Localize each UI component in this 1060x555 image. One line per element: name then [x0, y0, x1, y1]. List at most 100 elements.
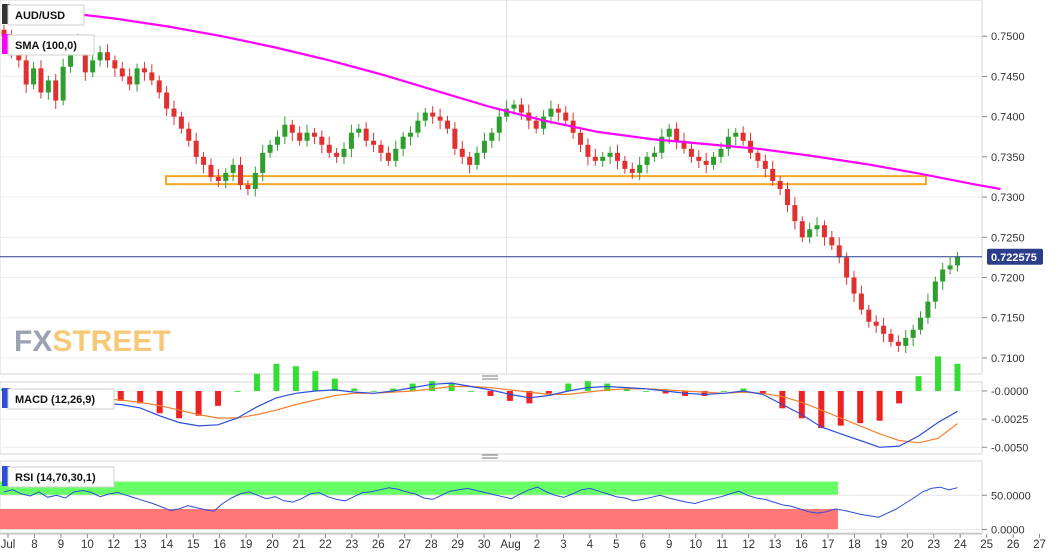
candle-body: [297, 132, 303, 141]
panel-resize-handle-1[interactable]: [482, 375, 498, 380]
x-tick-label: 28: [425, 539, 438, 551]
macd-histogram-bar: [837, 391, 844, 426]
x-tick-label: 27: [398, 539, 411, 551]
macd-histogram-bar: [896, 391, 903, 404]
candle: [326, 136, 332, 158]
macd-histogram-bar: [370, 391, 377, 392]
candle-body: [600, 156, 606, 161]
x-tick-label: 15: [187, 539, 200, 551]
support-zone-rectangle: [165, 175, 927, 186]
macd-histogram-bar: [253, 373, 260, 391]
candle: [371, 132, 377, 153]
panel-resize-handle-2[interactable]: [482, 454, 498, 459]
watermark-prefix: FX: [14, 325, 52, 358]
candle: [659, 128, 665, 159]
x-axis: Jul 8 9 10 12 13 14 15 16 19 20 21 22 23 26 27 28 29 30 Aug…: [0, 533, 1060, 551]
macd-histogram-bar: [526, 391, 533, 404]
macd-histogram-bar: [545, 391, 552, 394]
candle-body: [703, 160, 709, 165]
macd-panel: -0.0000 -0.0025 -0.0050 MACD (12,26,9): [0, 356, 1028, 455]
candle: [844, 252, 850, 285]
candle-body: [799, 221, 805, 238]
candle: [903, 329, 909, 354]
candle: [149, 64, 155, 86]
candle: [814, 217, 820, 237]
macd-histogram-bar: [506, 391, 513, 401]
candle: [592, 148, 598, 166]
symbol-legend-box[interactable]: [7, 4, 85, 26]
candle-body: [533, 120, 539, 129]
candle-body: [223, 172, 229, 181]
candle: [45, 75, 51, 100]
x-tick-label: 23: [927, 539, 940, 551]
candle-body: [459, 148, 465, 157]
candle: [548, 100, 554, 124]
candle-body: [437, 116, 443, 121]
macd-histogram-bar: [176, 391, 183, 419]
candle-body: [260, 152, 266, 173]
candle-body: [548, 108, 554, 117]
x-tick-label: 27: [1033, 539, 1046, 551]
sma-label: SMA (100,0): [15, 40, 77, 52]
candle: [245, 180, 251, 196]
candle: [348, 124, 354, 158]
candle: [585, 138, 591, 166]
main-y-tick-label: 0.7350: [991, 152, 1025, 164]
macd-histogram-bar: [390, 388, 397, 391]
candle-body: [740, 132, 746, 141]
candle-body: [341, 148, 347, 157]
candle-body: [748, 140, 754, 153]
macd-histogram-bar: [604, 383, 611, 391]
candle: [629, 162, 635, 179]
candle-body: [762, 160, 768, 169]
candle-body: [97, 52, 103, 61]
candle-body: [319, 136, 325, 145]
candle: [334, 147, 340, 163]
macd-histogram-bar: [643, 391, 650, 392]
sma-legend-box[interactable]: [7, 34, 95, 56]
candle-body: [733, 132, 739, 137]
candle: [792, 197, 798, 230]
candle: [415, 112, 421, 138]
candle: [784, 182, 790, 213]
candle-body: [866, 309, 872, 322]
x-tick-label: 17: [822, 539, 835, 551]
macd-legend-box[interactable]: [7, 388, 115, 410]
candle: [378, 139, 384, 162]
candle: [555, 103, 561, 122]
candle-body: [149, 72, 155, 81]
candle-body: [385, 152, 391, 161]
main-y-tick-label: 0.7100: [991, 353, 1025, 365]
candle-body: [873, 321, 879, 326]
candle: [703, 152, 709, 174]
candle: [733, 127, 739, 146]
candle-body: [836, 245, 842, 258]
candle-body: [711, 156, 717, 165]
candle-body: [430, 112, 436, 117]
candle-body: [607, 152, 613, 157]
x-tick-label: 18: [848, 539, 861, 551]
candle: [947, 257, 953, 275]
candle-body: [156, 80, 162, 93]
main-y-tick-label: 0.7300: [991, 192, 1025, 204]
candle: [311, 127, 317, 144]
sma-line: [6, 6, 1001, 191]
candle-body: [193, 140, 199, 157]
main-y-tick-label: 0.7200: [991, 272, 1025, 284]
macd-histogram-bar: [779, 391, 786, 409]
candle-body: [238, 164, 244, 185]
candle-body: [585, 144, 591, 157]
candle: [858, 285, 864, 315]
candle-body: [755, 152, 761, 161]
candle: [674, 122, 680, 150]
candle: [711, 152, 717, 170]
candle: [164, 86, 170, 116]
rsi-label: RSI (14,70,30,1): [15, 472, 96, 484]
x-tick-label: 8: [31, 539, 37, 551]
candle-body: [489, 132, 495, 141]
candle-body: [104, 52, 110, 61]
x-tick-label: 9: [666, 539, 672, 551]
x-tick-label: 16: [213, 539, 226, 551]
rsi-legend-box[interactable]: [7, 466, 115, 488]
candle-body: [940, 269, 946, 282]
